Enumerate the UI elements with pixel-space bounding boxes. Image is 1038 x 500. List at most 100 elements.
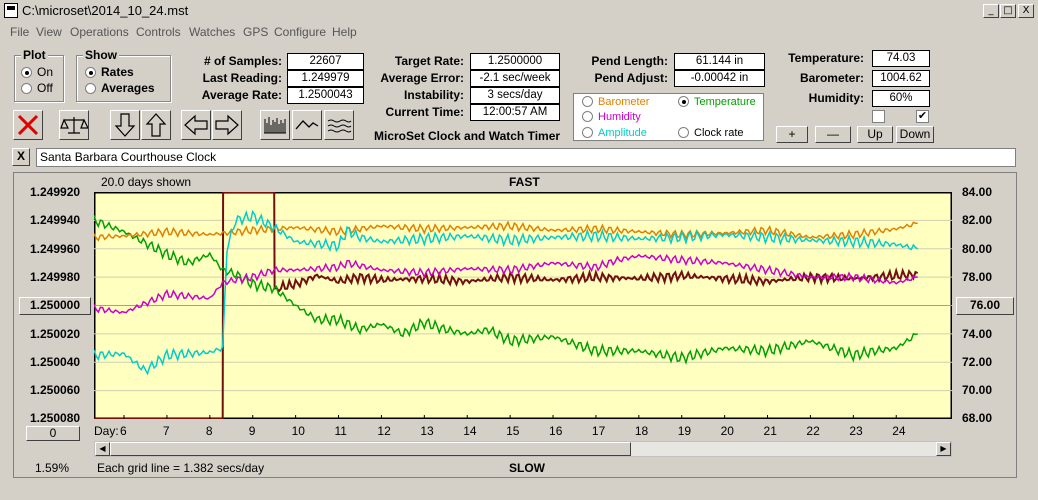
scroll-right-arrow[interactable]: ▶ — [936, 442, 951, 456]
show-rates-radio[interactable]: Rates — [85, 65, 134, 79]
minimize-button[interactable]: _ — [983, 4, 999, 18]
menu-bar: File View Operations Controls Watches GP… — [0, 22, 1038, 42]
menu-configure[interactable]: Configure — [274, 25, 327, 39]
scale-up-button[interactable]: Up — [857, 126, 893, 143]
scroll-thumb[interactable] — [110, 442, 631, 456]
scale-plus-button[interactable]: + — [776, 126, 808, 143]
down-arrow-button[interactable] — [110, 110, 140, 140]
day-tick: 7 — [162, 424, 170, 438]
right-center-button[interactable]: 76.00 — [956, 297, 1014, 315]
left-tick: 1.249940 — [30, 213, 81, 227]
menu-file[interactable]: File — [10, 25, 30, 39]
menu-controls[interactable]: Controls — [136, 25, 181, 39]
clear-name-button[interactable]: X — [12, 148, 30, 166]
slow-label: SLOW — [509, 461, 545, 475]
menu-watches[interactable]: Watches — [189, 25, 236, 39]
plot-on-radio[interactable]: On — [21, 65, 53, 79]
clock-rate-radio[interactable]: Clock rate — [678, 127, 744, 139]
right-tick: 74.00 — [962, 327, 993, 341]
balance-button[interactable] — [59, 110, 89, 140]
instability-label: Instability: — [403, 88, 464, 102]
target-rate-value: 1.2500000 — [470, 53, 560, 70]
barometer-value: 1004.62 — [872, 70, 930, 87]
pend-adjust-value: -0.00042 in — [674, 70, 765, 87]
target-rate-label: Target Rate: — [394, 54, 464, 68]
delete-button[interactable] — [13, 110, 43, 140]
day-tick: 17 — [591, 424, 606, 438]
bar-graph-button[interactable] — [260, 110, 290, 140]
series-line-barometer — [94, 220, 918, 242]
show-checkbox-1[interactable] — [872, 110, 885, 123]
clock-name-field[interactable]: Santa Barbara Courthouse Clock — [36, 148, 1016, 167]
current-time-value: 12:00:57 AM — [470, 104, 560, 121]
day-tick: 14 — [463, 424, 477, 438]
left-tick: 1.249980 — [30, 270, 81, 284]
series-line-humidity — [94, 253, 918, 315]
left-tick: 1.250040 — [30, 355, 81, 369]
line-graph-button[interactable] — [292, 110, 322, 140]
right-tick: 68.00 — [962, 411, 993, 425]
right-tick: 80.00 — [962, 242, 993, 256]
amplitude-radio[interactable]: Amplitude — [582, 127, 647, 139]
pend-length-label: Pend Length: — [591, 54, 668, 68]
day-tick: 20 — [720, 424, 734, 438]
left-tick: 1.249960 — [30, 242, 81, 256]
left-tick: 1.249920 — [30, 185, 81, 199]
waveform-button[interactable] — [324, 110, 354, 140]
instability-value: 3 secs/day — [470, 87, 560, 104]
graph-panel — [13, 172, 1017, 478]
pend-length-value: 61.144 in — [674, 53, 765, 70]
scale-down-button[interactable]: Down — [896, 126, 934, 143]
window-title: C:\microset\2014_10_24.mst — [22, 3, 189, 18]
right-arrow-button[interactable] — [212, 110, 242, 140]
current-time-label: Current Time: — [385, 105, 464, 119]
plot-group: Plot On Off — [14, 48, 64, 102]
day-tick: 8 — [205, 424, 213, 438]
red-x-icon — [17, 114, 39, 136]
temperature-value: 74.03 — [872, 50, 930, 67]
right-tick: 78.00 — [962, 270, 993, 284]
show-checkbox-2[interactable]: ✔ — [916, 110, 929, 123]
menu-operations[interactable]: Operations — [70, 25, 129, 39]
left-center-button[interactable]: 1.250000 — [19, 297, 91, 315]
pend-adjust-label: Pend Adjust: — [594, 71, 668, 85]
scroll-left-arrow[interactable]: ◀ — [95, 442, 110, 456]
line-graph-icon — [295, 120, 319, 130]
barometer-label: Barometer: — [799, 71, 864, 85]
humidity-label: Humidity: — [808, 91, 864, 105]
menu-view[interactable]: View — [36, 25, 62, 39]
left-tick: 1.250020 — [30, 327, 81, 341]
show-group: Show Rates Averages — [76, 48, 171, 102]
series-line-amplitude — [94, 209, 919, 376]
temperature-radio[interactable]: Temperature — [678, 96, 756, 108]
day-tick: 21 — [763, 424, 777, 438]
horizontal-scrollbar[interactable]: ◀ ▶ — [94, 441, 952, 457]
days-shown-label: 20.0 days shown — [101, 175, 192, 189]
day-tick: 22 — [806, 424, 820, 438]
scale-minus-button[interactable]: — — [815, 126, 851, 143]
menu-help[interactable]: Help — [332, 25, 357, 39]
up-arrow-button[interactable] — [141, 110, 171, 140]
plot-group-title: Plot — [21, 48, 48, 62]
day-tick: 18 — [634, 424, 649, 438]
right-tick: 70.00 — [962, 383, 993, 397]
right-tick: 82.00 — [962, 213, 993, 227]
day-tick: 11 — [334, 424, 347, 438]
plot-off-radio[interactable]: Off — [21, 81, 53, 95]
menu-gps[interactable]: GPS — [243, 25, 269, 39]
day-tick: 10 — [291, 424, 305, 438]
title-bar: C:\microset\2014_10_24.mst _ □ X — [0, 0, 1038, 22]
maximize-button[interactable]: □ — [1000, 4, 1016, 18]
average-error-value: -2.1 sec/week — [470, 70, 560, 87]
left-arrow-button[interactable] — [181, 110, 211, 140]
barometer-radio[interactable]: Barometer — [582, 96, 649, 108]
bottom-left-button[interactable]: 0 — [26, 426, 80, 441]
day-tick: 23 — [849, 424, 863, 438]
show-averages-radio[interactable]: Averages — [85, 81, 155, 95]
right-tick: 72.00 — [962, 355, 993, 369]
close-window-button[interactable]: X — [1018, 4, 1034, 18]
last-reading-value: 1.249979 — [287, 70, 364, 87]
day-tick: 6 — [120, 424, 127, 438]
last-reading-label: Last Reading: — [202, 71, 282, 85]
humidity-radio[interactable]: Humidity — [582, 111, 641, 123]
